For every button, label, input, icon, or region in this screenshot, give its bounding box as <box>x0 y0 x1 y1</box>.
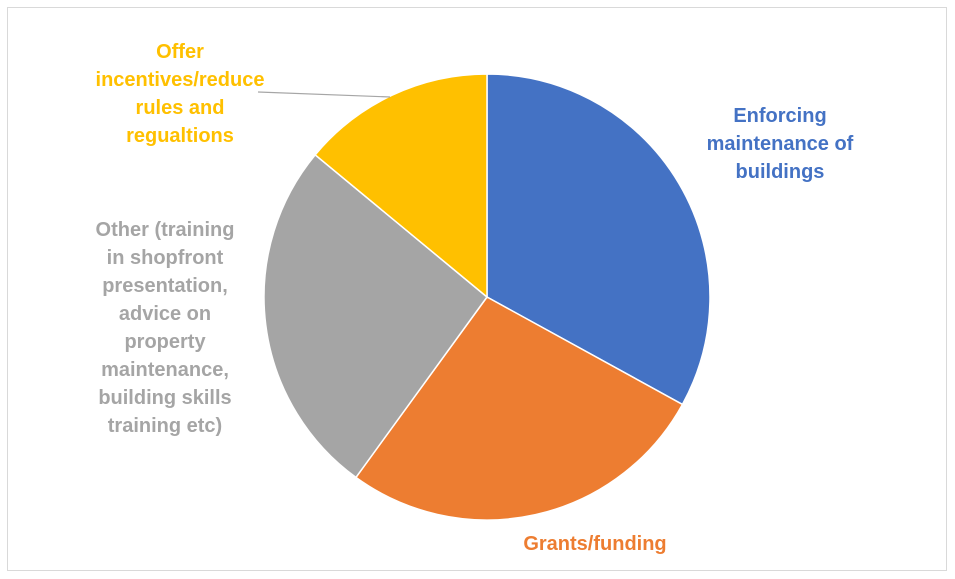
pie-slice-0 <box>486 73 711 406</box>
label-other: Other (training in shopfront presentatio… <box>95 219 235 437</box>
pie-slice-2 <box>263 153 489 479</box>
pie-slice-3 <box>314 73 488 299</box>
pie-slices <box>263 73 711 521</box>
label-enforcing-maintenance: Enforcing maintenance of buildings <box>706 105 854 183</box>
label-offer-incentives: Offer incentives/reduce rules and regual… <box>95 41 265 147</box>
label-grants-funding: Grants/funding <box>523 533 667 555</box>
pie-slice-1 <box>354 296 684 521</box>
offer-leader-line <box>257 91 391 98</box>
